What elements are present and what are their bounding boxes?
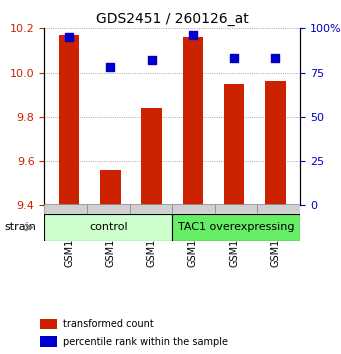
Bar xyxy=(44,204,87,214)
Point xyxy=(108,64,113,70)
Point xyxy=(272,56,278,61)
Point xyxy=(190,33,195,38)
Bar xyxy=(100,170,121,205)
Bar xyxy=(172,214,300,241)
Bar xyxy=(130,204,172,214)
Bar xyxy=(224,84,244,205)
Text: percentile rank within the sample: percentile rank within the sample xyxy=(63,337,228,347)
Title: GDS2451 / 260126_at: GDS2451 / 260126_at xyxy=(96,12,249,26)
Bar xyxy=(172,204,215,214)
Point xyxy=(66,34,72,40)
Point xyxy=(149,57,154,63)
Bar xyxy=(215,204,257,214)
Bar xyxy=(59,35,79,205)
Text: TAC1 overexpressing: TAC1 overexpressing xyxy=(178,222,294,233)
Bar xyxy=(40,319,57,329)
Text: strain: strain xyxy=(4,222,36,233)
Bar xyxy=(40,336,57,347)
Point xyxy=(231,56,237,61)
Text: transformed count: transformed count xyxy=(63,319,154,329)
Bar xyxy=(87,204,130,214)
Text: control: control xyxy=(89,222,128,233)
Bar xyxy=(265,81,286,205)
Bar xyxy=(141,108,162,205)
Bar xyxy=(44,214,172,241)
Bar xyxy=(182,37,203,205)
Bar xyxy=(257,204,300,214)
